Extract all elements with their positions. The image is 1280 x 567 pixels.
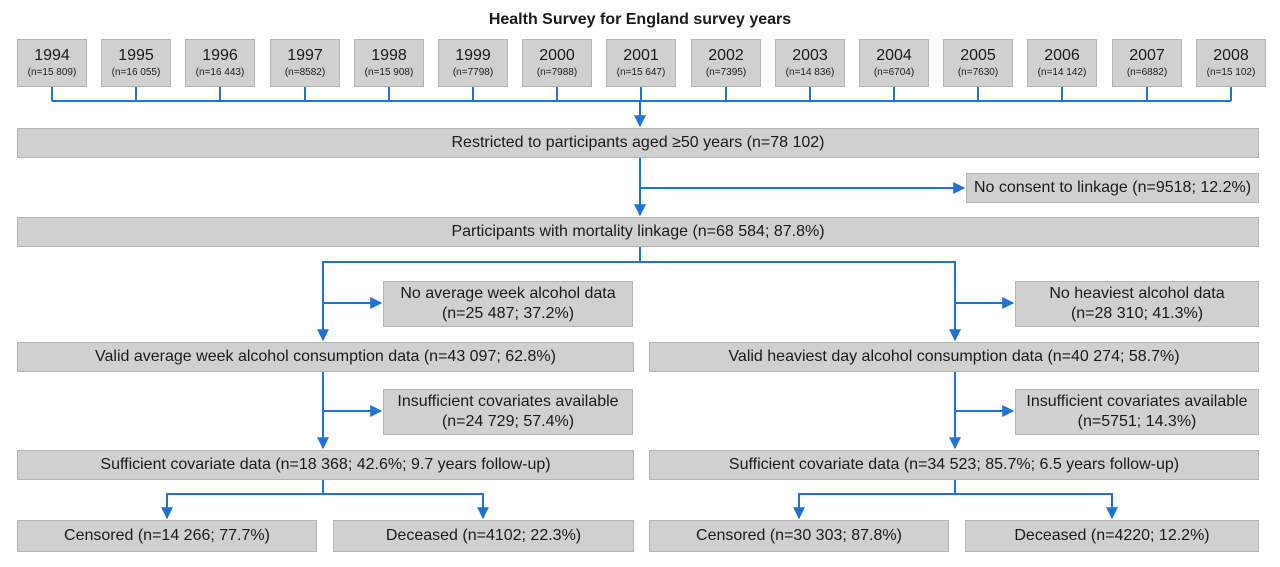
right-deceased-box: Deceased (n=4220; 12.2%) xyxy=(965,520,1259,552)
year-count: (n=14 836) xyxy=(785,67,835,78)
year-box: 2001 (n=15 647) xyxy=(606,39,676,87)
year-box: 1996 (n=16 443) xyxy=(185,39,255,87)
year-count: (n=15 908) xyxy=(364,67,414,78)
left-excluded-alcohol-box: No average week alcohol data (n=25 487; … xyxy=(383,281,633,327)
year-count: (n=16 055) xyxy=(111,67,161,78)
left-censored-label: Censored (n=14 266; 77.7%) xyxy=(64,527,270,544)
year-label: 1994 xyxy=(34,47,70,64)
year-label: 2001 xyxy=(623,47,659,64)
right-to-censored-arrow xyxy=(793,480,956,520)
right-censored-label: Censored (n=30 303; 87.8%) xyxy=(696,527,902,544)
right-excluded-covariates-line2: (n=5751; 14.3%) xyxy=(1077,413,1197,430)
left-excluded-covariates-box: Insufficient covariates available (n=24 … xyxy=(383,389,633,435)
left-deceased-box: Deceased (n=4102; 22.3%) xyxy=(333,520,634,552)
restricted-label: Restricted to participants aged ≥50 year… xyxy=(451,134,825,151)
year-box: 1999 (n=7798) xyxy=(438,39,508,87)
no-consent-box: No consent to linkage (n=9518; 12.2%) xyxy=(966,173,1259,203)
year-count: (n=15 102) xyxy=(1206,67,1256,78)
year-box: 2000 (n=7988) xyxy=(522,39,592,87)
right-valid-box: Valid heaviest day alcohol consumption d… xyxy=(649,342,1259,372)
left-sufficient-label: Sufficient covariate data (n=18 368; 42.… xyxy=(100,456,551,473)
year-box: 1997 (n=8582) xyxy=(270,39,340,87)
year-label: 2006 xyxy=(1044,47,1080,64)
year-label: 1995 xyxy=(118,47,154,64)
right-sufficient-box: Sufficient covariate data (n=34 523; 85.… xyxy=(649,450,1259,480)
year-count: (n=6882) xyxy=(1126,67,1168,78)
right-censored-box: Censored (n=30 303; 87.8%) xyxy=(649,520,949,552)
year-box: 2005 (n=7630) xyxy=(943,39,1013,87)
year-box: 2006 (n=14 142) xyxy=(1027,39,1097,87)
year-box: 1995 (n=16 055) xyxy=(101,39,171,87)
no-consent-label: No consent to linkage (n=9518; 12.2%) xyxy=(973,179,1252,196)
year-count: (n=8582) xyxy=(284,67,326,78)
year-box: 1998 (n=15 908) xyxy=(354,39,424,87)
right-deceased-label: Deceased (n=4220; 12.2%) xyxy=(1014,527,1210,544)
year-label: 2003 xyxy=(792,47,828,64)
year-box: 2007 (n=6882) xyxy=(1112,39,1182,87)
left-to-censored-arrow xyxy=(161,480,324,520)
year-label: 2000 xyxy=(539,47,575,64)
year-label: 2005 xyxy=(960,47,996,64)
left-excluded-alcohol-line2: (n=25 487; 37.2%) xyxy=(441,305,575,322)
right-valid-label: Valid heaviest day alcohol consumption d… xyxy=(728,348,1180,365)
year-label: 2004 xyxy=(876,47,912,64)
year-label: 1998 xyxy=(371,47,407,64)
left-censored-box: Censored (n=14 266; 77.7%) xyxy=(17,520,317,552)
year-box: 2004 (n=6704) xyxy=(859,39,929,87)
linkage-box: Participants with mortality linkage (n=6… xyxy=(17,217,1259,247)
right-to-deceased-arrow xyxy=(955,493,1118,520)
year-count: (n=16 443) xyxy=(195,67,245,78)
right-excluded-covariates-box: Insufficient covariates available (n=575… xyxy=(1015,389,1259,435)
year-count: (n=6704) xyxy=(873,67,915,78)
year-label: 2007 xyxy=(1129,47,1165,64)
right-sufficient-label: Sufficient covariate data (n=34 523; 85.… xyxy=(728,456,1180,473)
left-excluded-covariates-line2: (n=24 729; 57.4%) xyxy=(441,413,575,430)
year-count: (n=7988) xyxy=(536,67,578,78)
year-count: (n=14 142) xyxy=(1037,67,1087,78)
year-count: (n=15 647) xyxy=(616,67,666,78)
left-excluded-alcohol-line1: No average week alcohol data xyxy=(400,285,616,302)
right-excluded-covariates-line1: Insufficient covariates available xyxy=(1026,393,1248,410)
linkage-label: Participants with mortality linkage (n=6… xyxy=(451,223,825,240)
left-valid-label: Valid average week alcohol consumption d… xyxy=(95,348,556,365)
year-box: 2002 (n=7395) xyxy=(691,39,761,87)
year-count: (n=7395) xyxy=(705,67,747,78)
left-deceased-label: Deceased (n=4102; 22.3%) xyxy=(385,527,582,544)
left-excluded-covariates-line1: Insufficient covariates available xyxy=(397,393,619,410)
year-label: 1999 xyxy=(455,47,491,64)
year-label: 2008 xyxy=(1213,47,1249,64)
year-box: 2008 (n=15 102) xyxy=(1196,39,1266,87)
linkage-to-right-arrow xyxy=(640,261,961,342)
right-excluded-alcohol-line2: (n=28 310; 41.3%) xyxy=(1070,305,1204,322)
year-box: 1994 (n=15 809) xyxy=(17,39,87,87)
right-excluded-alcohol-box: No heaviest alcohol data (n=28 310; 41.3… xyxy=(1015,281,1259,327)
restricted-box: Restricted to participants aged ≥50 year… xyxy=(17,128,1259,158)
year-label: 1997 xyxy=(287,47,323,64)
left-to-deceased-arrow xyxy=(323,493,489,520)
year-count: (n=15 809) xyxy=(27,67,77,78)
year-label: 2002 xyxy=(708,47,744,64)
left-valid-box: Valid average week alcohol consumption d… xyxy=(17,342,634,372)
year-count: (n=7630) xyxy=(957,67,999,78)
year-label: 1996 xyxy=(202,47,238,64)
left-sufficient-box: Sufficient covariate data (n=18 368; 42.… xyxy=(17,450,634,480)
right-excluded-alcohol-line1: No heaviest alcohol data xyxy=(1049,285,1225,302)
year-count: (n=7798) xyxy=(452,67,494,78)
diagram-title: Health Survey for England survey years xyxy=(488,11,792,28)
linkage-to-left-arrow xyxy=(317,247,641,342)
year-box: 2003 (n=14 836) xyxy=(775,39,845,87)
